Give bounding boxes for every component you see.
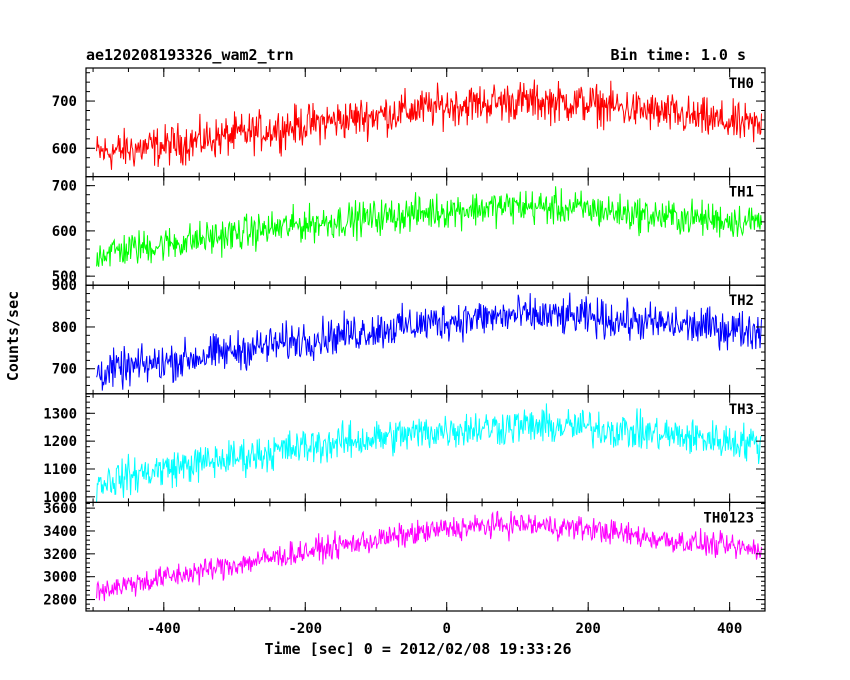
- panels-group: 600 700 TH0 500 600 700 TH1 700 800 900 TH2 1000 110…: [43, 67, 766, 612]
- y-tick-label: 700: [52, 362, 77, 378]
- panel-label-th3: TH3: [729, 402, 754, 418]
- y-tick-label: 600: [52, 224, 77, 240]
- y-axis-label: Counts/sec: [4, 291, 22, 381]
- y-tick-label: 1300: [43, 406, 77, 422]
- panel-label-th2: TH2: [729, 293, 754, 309]
- panel-th0: 600 700 TH0: [52, 67, 766, 178]
- x-axis: -400 -200 0 200 400: [147, 621, 742, 637]
- panel-th2: 700 800 900 TH2: [52, 278, 766, 395]
- y-tick-label: 500: [52, 269, 77, 285]
- x-tick-label: 0: [443, 621, 451, 637]
- series-line-th2: [96, 292, 762, 391]
- panel-th3: 1000 1100 1200 1300 TH3: [43, 393, 766, 506]
- y-tick-label: 600: [52, 141, 77, 157]
- y-tick-label: 3400: [43, 524, 77, 540]
- panel-frame: [85, 284, 766, 395]
- panel-label-th0123: TH0123: [703, 510, 754, 526]
- y-tick-label: 1200: [43, 434, 77, 450]
- panel-th0123: 2800 3000 3200 3400 3600 TH0123: [43, 501, 766, 612]
- panel-frame: [85, 67, 766, 178]
- panel-frame: [85, 393, 766, 503]
- x-axis-label: Time [sec] 0 = 2012/02/08 19:33:26: [264, 640, 571, 658]
- y-tick-label: 900: [52, 278, 77, 294]
- y-tick-label: 2800: [43, 593, 77, 609]
- panel-label-th0: TH0: [729, 76, 754, 92]
- x-tick-label: 200: [576, 621, 601, 637]
- panel-label-th1: TH1: [729, 185, 754, 201]
- x-tick-label: 400: [717, 621, 742, 637]
- series-line-th0123: [96, 510, 762, 602]
- y-tick-label: 800: [52, 320, 77, 336]
- y-tick-label: 1000: [43, 490, 77, 506]
- y-tick-label: 1100: [43, 462, 77, 478]
- series-line-th0: [96, 79, 762, 170]
- x-tick-label: -200: [288, 621, 322, 637]
- y-tick-label: 3600: [43, 501, 77, 517]
- bin-time-label: Bin time: 1.0 s: [611, 46, 746, 64]
- y-tick-label: 3200: [43, 547, 77, 563]
- y-tick-label: 700: [52, 179, 77, 195]
- series-line-th1: [96, 186, 762, 267]
- y-tick-label: 3000: [43, 570, 77, 586]
- panel-frame: [85, 501, 766, 612]
- series-line-th3: [96, 403, 762, 503]
- panel-frame: [85, 176, 766, 286]
- panel-th1: 500 600 700 TH1: [52, 176, 766, 286]
- chart-title: ae120208193326_wam2_trn: [86, 46, 294, 64]
- y-tick-label: 700: [52, 94, 77, 110]
- x-tick-label: -400: [147, 621, 181, 637]
